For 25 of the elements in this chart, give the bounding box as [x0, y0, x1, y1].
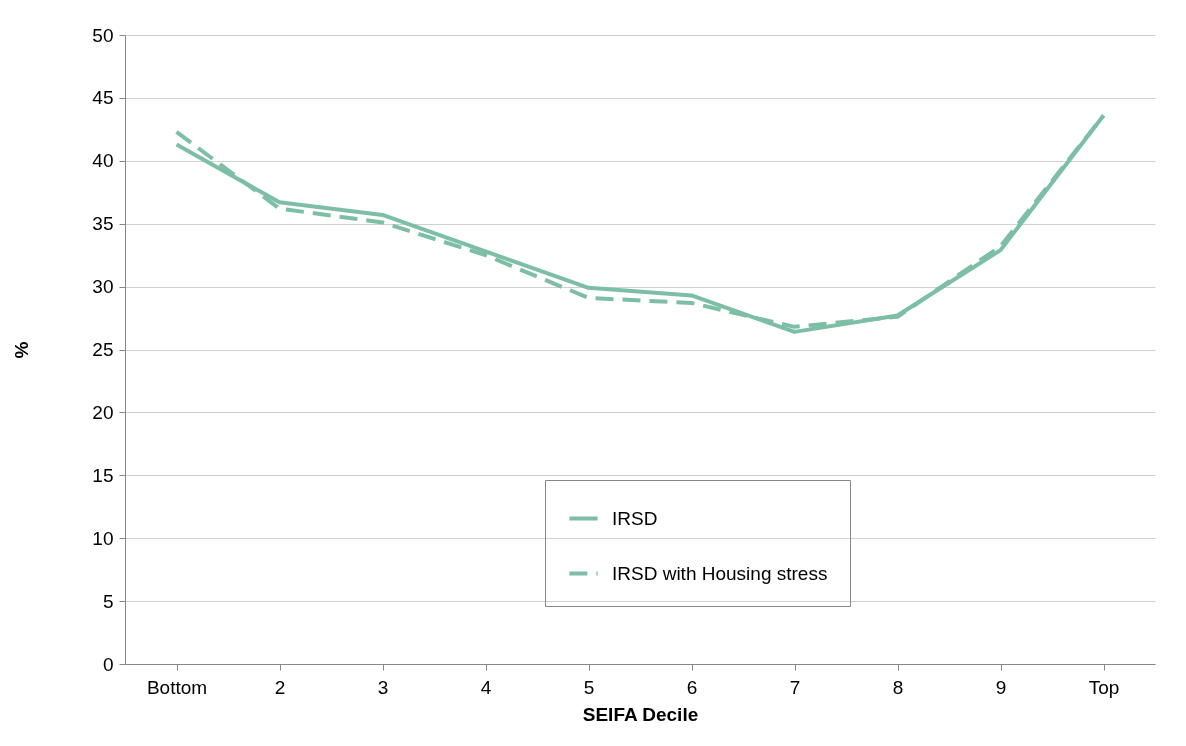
y-tick-label: 5	[102, 590, 114, 612]
y-tick-label: 0	[102, 653, 114, 675]
x-tick-label: 3	[377, 676, 389, 698]
x-tick-label: 5	[583, 676, 595, 698]
x-tick-label: 6	[686, 676, 698, 698]
y-axis-title: %	[11, 341, 33, 359]
x-axis-title: SEIFA Decile	[582, 703, 699, 725]
x-tick-label: 2	[274, 676, 286, 698]
y-tick-label: 50	[92, 24, 114, 46]
x-tick-label: Top	[1088, 676, 1120, 698]
x-tick-label: 4	[480, 676, 492, 698]
y-tick-label: 25	[92, 339, 114, 360]
y-tick-label: 20	[92, 401, 114, 423]
y-tick-label: 15	[92, 464, 114, 486]
x-tick-label: 8	[892, 676, 904, 698]
y-tick-label: 30	[92, 276, 114, 298]
x-tick-label: 7	[789, 676, 801, 698]
x-tick-label: Bottom	[146, 676, 208, 698]
y-tick-label: 40	[92, 150, 114, 172]
y-tick-label: 35	[92, 213, 114, 235]
x-tick-label: 9	[995, 676, 1007, 698]
y-tick-label: 10	[92, 527, 114, 549]
legend-label: IRSD	[612, 507, 658, 529]
legend-label: IRSD with Housing stress	[612, 562, 828, 584]
y-tick-label: 45	[92, 87, 114, 109]
